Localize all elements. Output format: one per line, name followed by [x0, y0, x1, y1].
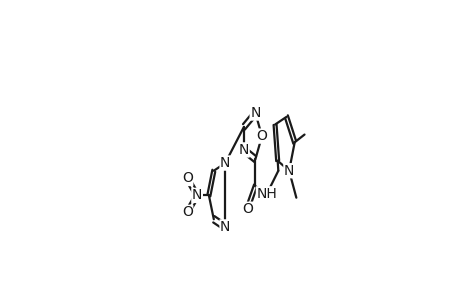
Text: N: N: [283, 164, 294, 178]
Text: N: N: [219, 156, 230, 170]
Text: N: N: [238, 143, 249, 157]
Text: O: O: [181, 172, 192, 185]
Text: O: O: [181, 205, 192, 219]
Text: O: O: [256, 129, 267, 143]
Text: N: N: [250, 106, 260, 120]
Text: N: N: [219, 220, 230, 234]
Text: N: N: [191, 188, 202, 203]
Text: O: O: [241, 202, 252, 216]
Text: NH: NH: [256, 187, 277, 201]
